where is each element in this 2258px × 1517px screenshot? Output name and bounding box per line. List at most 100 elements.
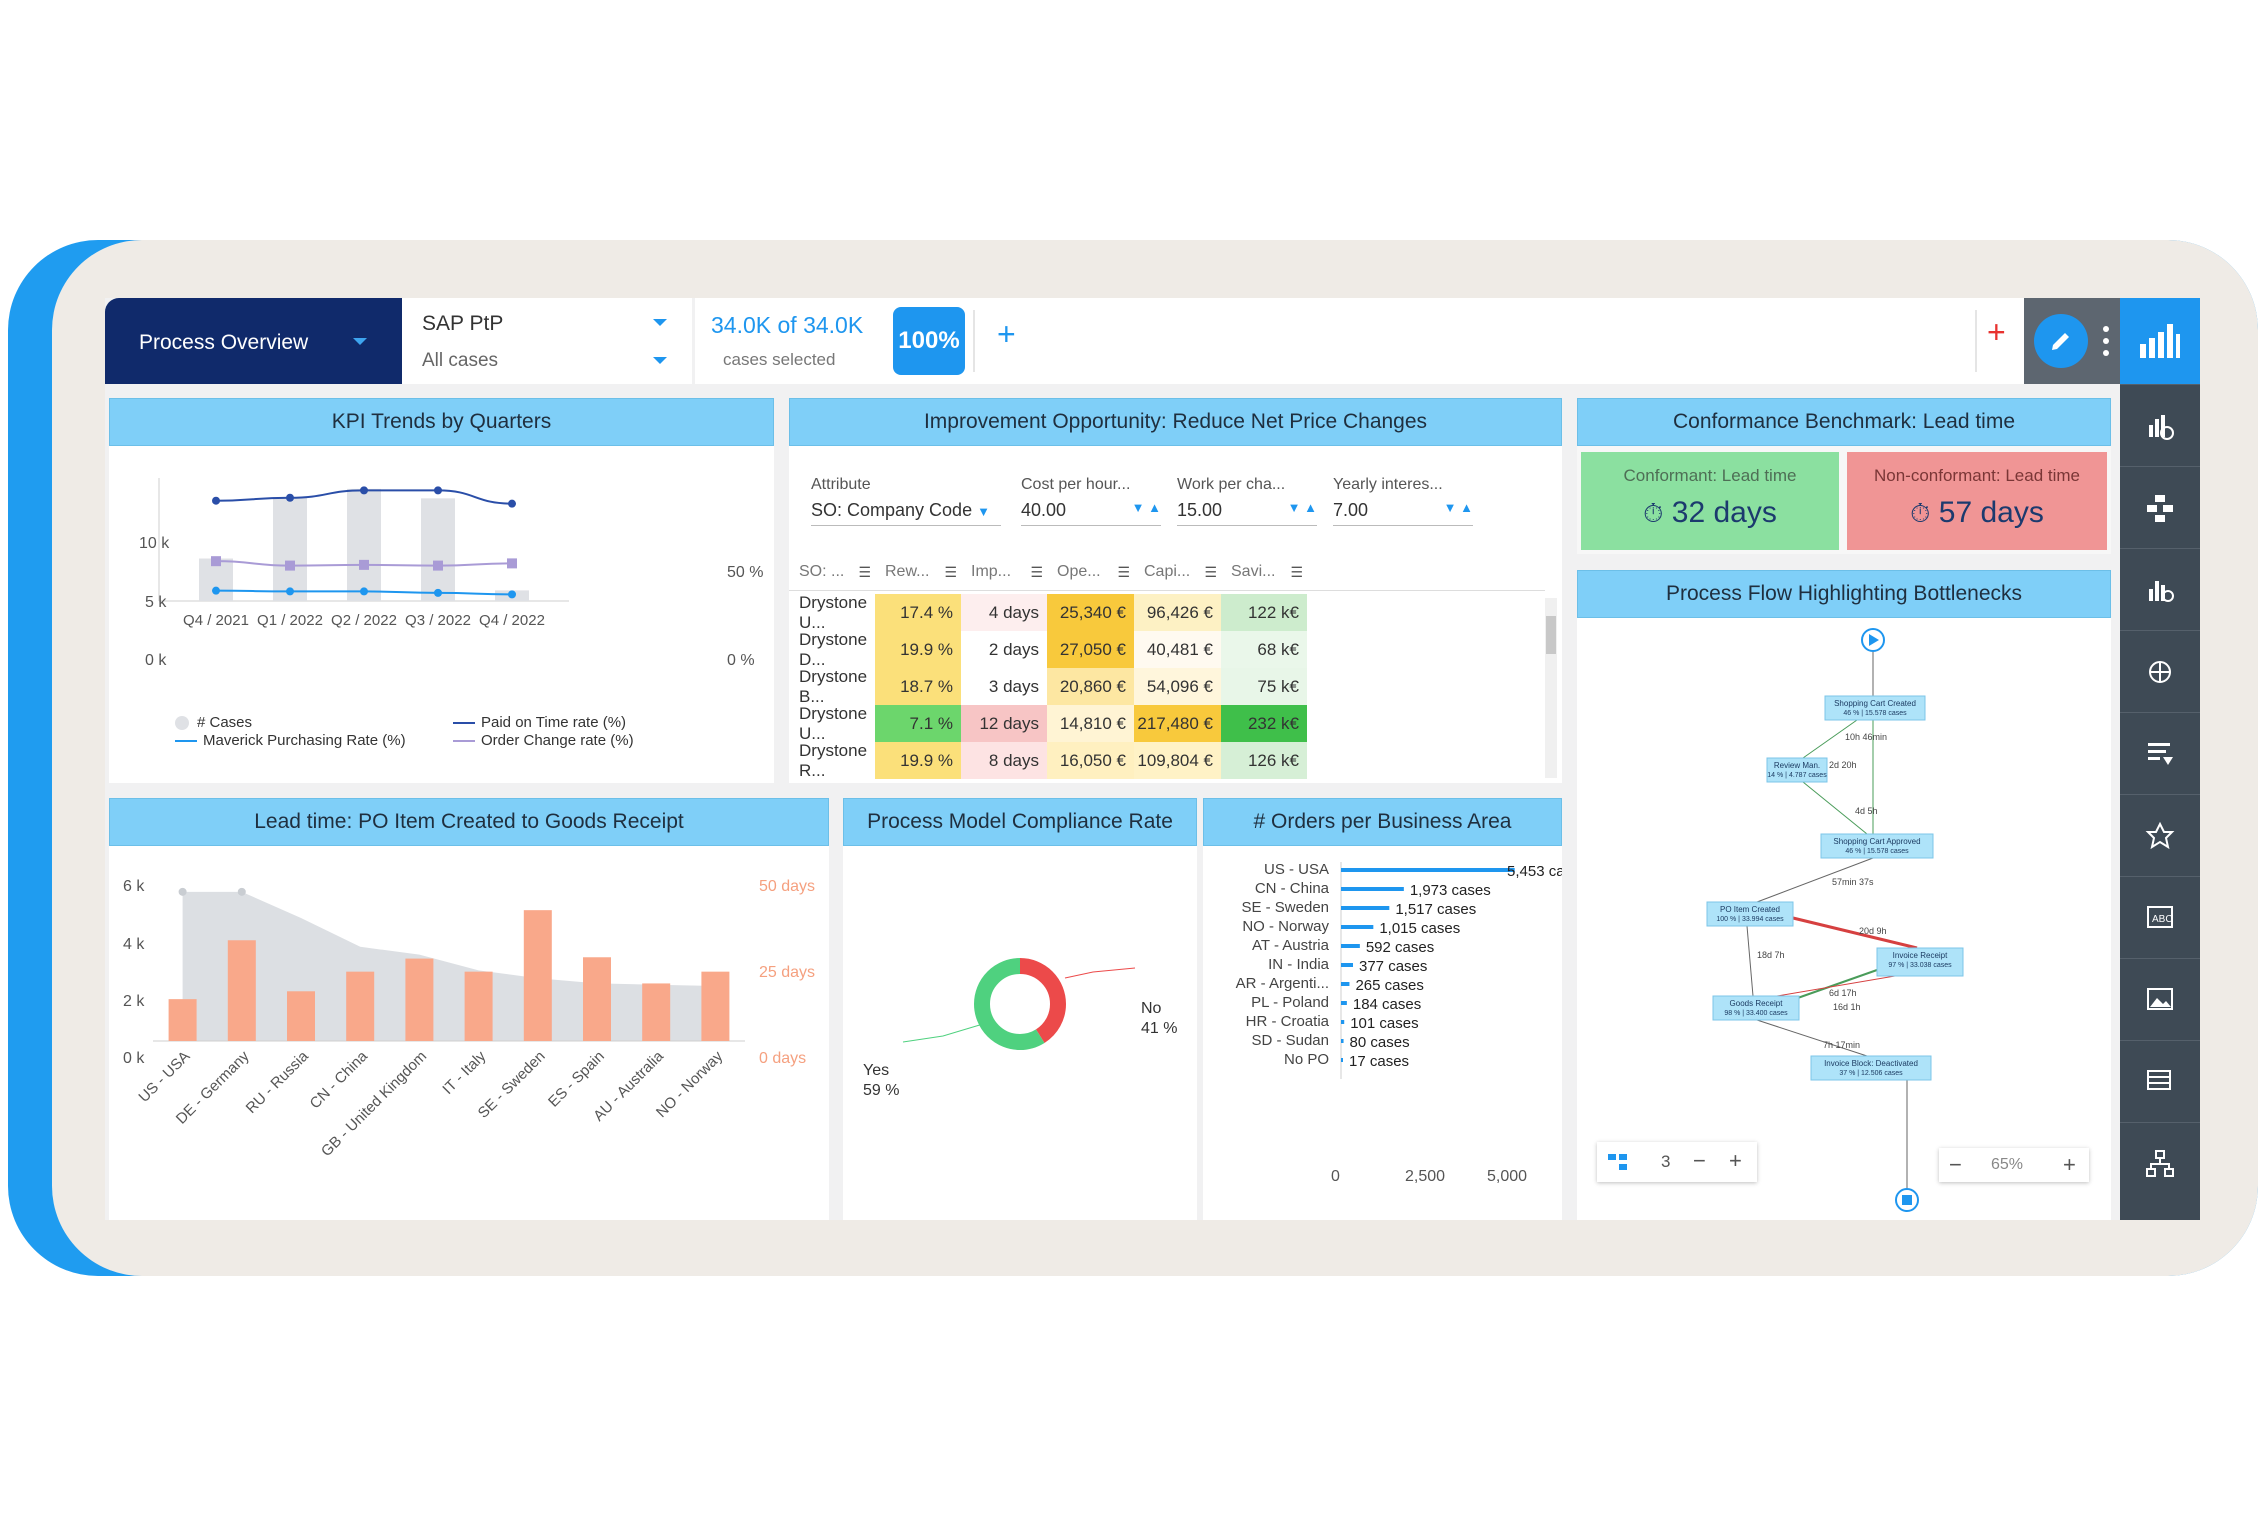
dataset-selector[interactable]: SAP PtP All cases [402, 298, 692, 384]
zoom-in-button[interactable]: + [2063, 1152, 2076, 1177]
area-point [178, 887, 187, 896]
flow-node-label: Invoice Block: Deactivated [1824, 1059, 1918, 1068]
edit-button[interactable] [2034, 314, 2088, 368]
edge-label: 18d 7h [1757, 950, 1785, 960]
table-cell: 2 days [961, 631, 1047, 668]
leader-line [902, 1023, 984, 1043]
flow-node [1712, 995, 1800, 1021]
column-header[interactable]: Ope... ☰ [1057, 563, 1130, 580]
chevron-down-icon[interactable] [652, 356, 668, 366]
add-filter-button[interactable]: + [997, 316, 1016, 352]
data-label: 17 cases [1349, 1053, 1409, 1070]
chevron-down-icon [353, 338, 367, 345]
x-tick-label: RU - Russia [243, 1047, 313, 1117]
data-label: 184 cases [1353, 996, 1421, 1013]
sidebar-item-process-map[interactable] [2120, 466, 2200, 549]
image-icon [2147, 988, 2173, 1010]
cases-selected-box: 34.0K of 34.0K cases selected 100% [695, 298, 973, 384]
series-point [507, 558, 517, 569]
yes-label: Yes [863, 1062, 890, 1079]
category-label: SE - Sweden [1241, 899, 1329, 916]
data-label: 1,517 cases [1395, 901, 1476, 918]
table-cell: 14,810 € [1047, 705, 1134, 742]
panel-title: # Orders per Business Area [1203, 798, 1562, 846]
sidebar-item-image[interactable] [2120, 958, 2200, 1041]
sidebar-item-analysis[interactable] [2120, 384, 2200, 467]
sidebar-item-table[interactable] [2120, 1040, 2200, 1123]
series-point [433, 560, 443, 571]
sidebar-item-text-widget[interactable]: ABC [2120, 876, 2200, 959]
yearly-interest-input[interactable]: 7.00 ▼ ▲ [1333, 500, 1473, 526]
level-value: 3 [1661, 1152, 1671, 1171]
tree-icon[interactable] [1607, 1152, 1629, 1172]
flow-node [1810, 1055, 1932, 1081]
table-cell: 18.7 % [875, 668, 961, 705]
cases-bar [421, 498, 455, 601]
sidebar-item-dashboard[interactable] [2120, 298, 2200, 384]
work-per-change-input[interactable]: 15.00 ▼ ▲ [1177, 500, 1317, 526]
play-icon [1869, 634, 1879, 646]
table-cell: 4 days [961, 594, 1047, 631]
zoom-out-button[interactable]: − [1949, 1152, 1962, 1177]
flow-level-controls: 3 − + [1597, 1142, 1757, 1182]
x-tick: 5,000 [1487, 1168, 1528, 1185]
column-header[interactable]: Imp... ☰ [971, 563, 1043, 580]
category-label: No PO [1284, 1051, 1329, 1068]
table-cell: 126 k€ [1221, 742, 1307, 779]
flow-node [1820, 833, 1934, 859]
edge-label: 7h 17min [1823, 1040, 1860, 1050]
sidebar-item-hierarchy[interactable] [2120, 1122, 2200, 1205]
data-label: 1,973 cases [1410, 882, 1491, 899]
edge-label: 2d 20h [1829, 760, 1857, 770]
cost-per-hour-input[interactable]: 40.00 ▼ ▲ [1021, 500, 1161, 526]
flow-edge [1746, 925, 1754, 997]
sidebar-item-variants[interactable] [2120, 630, 2200, 713]
x-tick-label: CN - China [307, 1047, 372, 1112]
toolbar-actions [2024, 298, 2130, 384]
category-label: NO - Norway [1242, 918, 1329, 935]
filter-icon: ☰ [1117, 563, 1130, 580]
more-vertical-icon[interactable] [2102, 324, 2110, 358]
column-header[interactable]: SO: ... ☰ [799, 563, 871, 580]
table-cell: 17.4 % [875, 594, 961, 631]
sidebar-item-statistics[interactable] [2120, 548, 2200, 631]
cases-bar [273, 497, 307, 601]
panel-title: Conformance Benchmark: Lead time [1577, 398, 2111, 446]
legend-maverick: Maverick Purchasing Rate (%) [175, 732, 406, 749]
table-cell: 27,050 € [1047, 631, 1134, 668]
column-header[interactable]: Capi... ☰ [1144, 563, 1217, 580]
start-node [1861, 628, 1885, 652]
y-tick: 0 k [123, 1050, 145, 1067]
sidebar-item-conformance[interactable] [2120, 794, 2200, 877]
series-point [359, 559, 369, 570]
add-component-button[interactable]: + [1987, 314, 2006, 350]
hierarchy-icon [2146, 1150, 2174, 1177]
dataset-name: SAP PtP [422, 312, 504, 335]
panel-title: KPI Trends by Quarters [109, 398, 774, 446]
series-point [211, 556, 221, 567]
lead-time-panel: Lead time: PO Item Created to Goods Rece… [109, 798, 829, 1220]
process-overview-tab[interactable]: Process Overview [105, 298, 402, 384]
process-flow-graph[interactable]: 10h 46min 2d 20h 4d 5h 57min 37s 20d 9h 18d 7… [1577, 618, 2111, 1220]
zoom-controls: − 65% + [1939, 1148, 2089, 1182]
cases-count: 34.0K of 34.0K [711, 312, 864, 338]
y2-tick: 50 days [759, 878, 816, 895]
data-label: 1,015 cases [1379, 920, 1460, 937]
chevron-down-icon[interactable] [652, 318, 668, 328]
column-header[interactable]: Savi... ☰ [1231, 563, 1303, 580]
column-header[interactable]: Rew... ☰ [885, 563, 957, 580]
lead-time-area [182, 891, 716, 1041]
cases-bar [347, 488, 381, 601]
dashboard-screen: Process Overview SAP PtP All cases 34.0K… [105, 298, 2200, 1220]
series-point [434, 588, 442, 597]
flow-node [1824, 695, 1926, 721]
attribute-select[interactable]: SO: Company Code ▼ [811, 500, 1001, 526]
table-scrollbar[interactable] [1545, 598, 1557, 778]
level-plus-button[interactable]: + [1729, 1148, 1742, 1173]
chart-hand-icon [2149, 415, 2174, 440]
sidebar-item-filter-list[interactable] [2120, 712, 2200, 795]
category-label: PL - Poland [1251, 994, 1329, 1011]
category-label: HR - Croatia [1246, 1013, 1330, 1030]
toolbar-space: + + [973, 298, 2024, 384]
level-minus-button[interactable]: − [1693, 1148, 1706, 1173]
